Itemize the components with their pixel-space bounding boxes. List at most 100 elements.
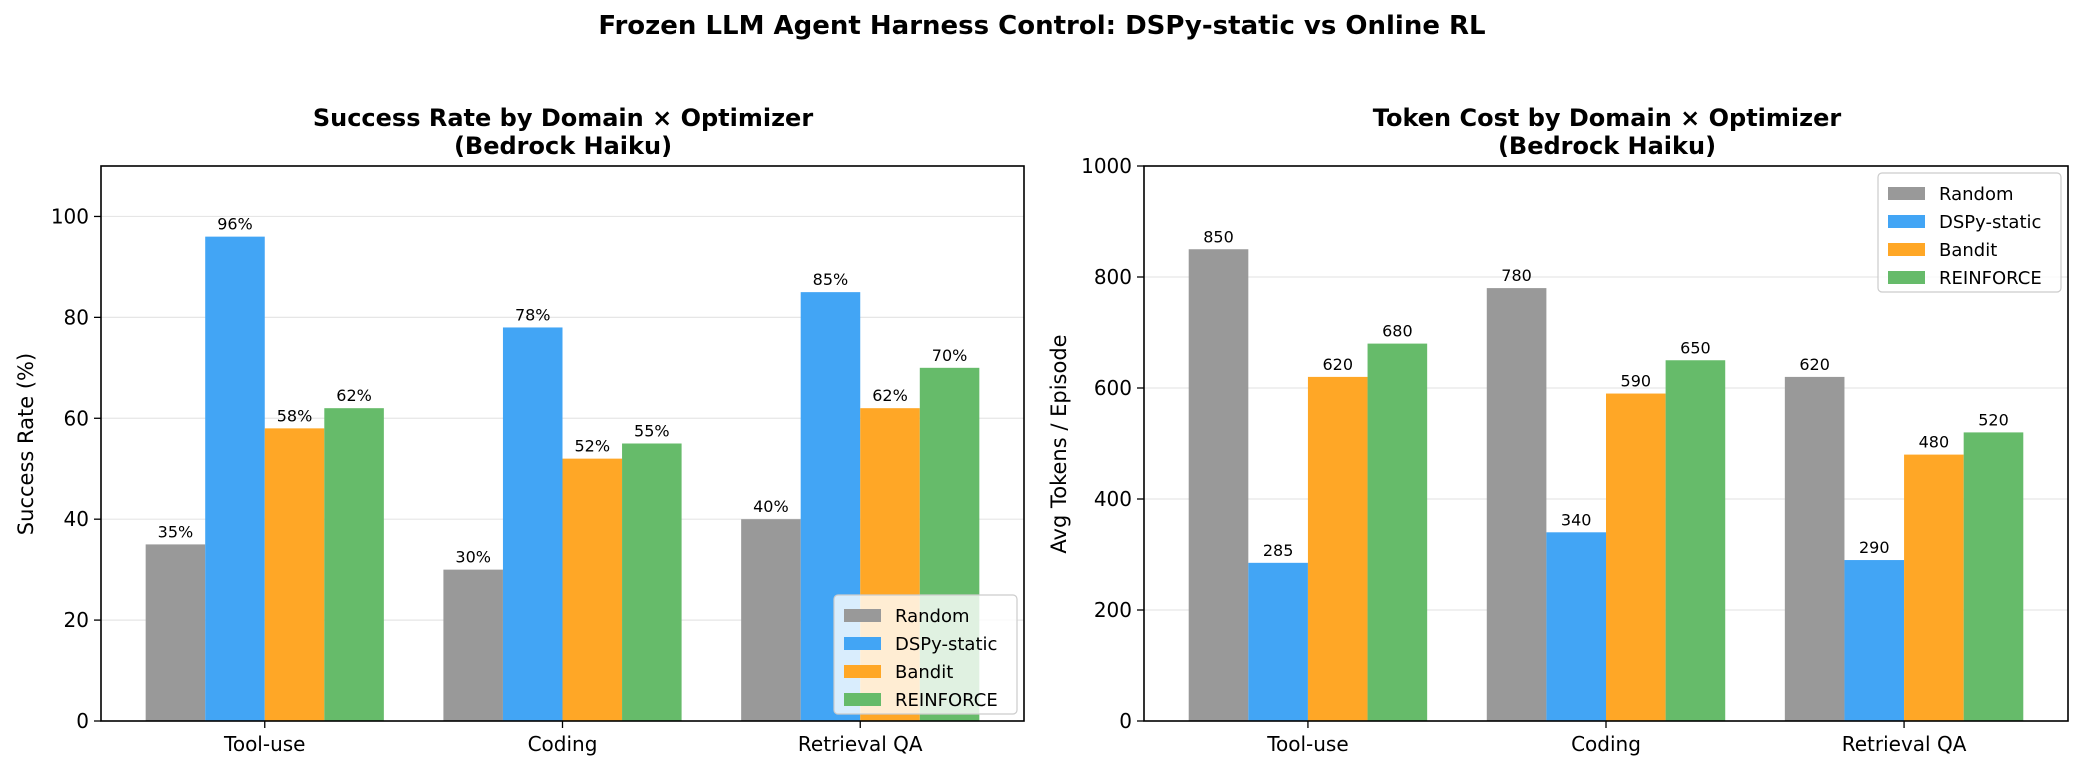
token-bar-value-label: 340 <box>1561 510 1592 529</box>
token-ytick-label: 200 <box>1094 598 1132 622</box>
success-chart-legend: Random DSPy-static Bandit REINFORCE <box>833 594 1018 715</box>
token-chart-ylabel: Avg Tokens / Episode <box>1047 334 1071 553</box>
success-bar-random <box>443 569 503 721</box>
success-axes-frame <box>100 165 1025 722</box>
success-legend-swatch <box>844 637 881 650</box>
success-bar-random <box>741 519 801 721</box>
success-ytick-label: 40 <box>64 507 89 531</box>
success-ytick-label: 100 <box>51 204 89 228</box>
token-bar-random <box>1188 249 1249 721</box>
token-xtick-label: Retrieval QA <box>1842 732 1967 756</box>
token-chart-value-labels: 850 285 620 680 780 340 590 650 620 290 480 520 <box>1203 227 2009 560</box>
token-bar-dspy-static <box>1546 532 1606 721</box>
token-bar-dspy-static <box>1248 562 1308 721</box>
success-bar-bandit <box>264 428 325 721</box>
token-chart-legend: Random DSPy-static Bandit REINFORCE <box>1877 172 2062 293</box>
success-legend-box <box>833 594 1018 715</box>
success-bar-value-label: 62% <box>872 386 908 405</box>
success-bar-value-label: 35% <box>158 522 194 541</box>
token-xtick-label: Coding <box>1571 732 1641 756</box>
figure-suptitle: Frozen LLM Agent Harness Control: DSPy-s… <box>598 11 1485 41</box>
token-bar-value-label: 680 <box>1382 322 1413 341</box>
success-bar-reinforce <box>324 408 384 721</box>
token-chart-title-line1: Token Cost by Domain × Optimizer <box>1373 104 1842 132</box>
success-xtick-label: Coding <box>528 732 598 756</box>
success-legend-label: Bandit <box>895 662 953 683</box>
token-legend-swatch <box>1888 271 1925 284</box>
success-bar-value-label: 58% <box>277 406 313 425</box>
token-chart-bars <box>1188 249 2024 721</box>
token-bar-value-label: 285 <box>1263 541 1294 560</box>
token-ytick-label: 600 <box>1094 376 1132 400</box>
token-bar-value-label: 850 <box>1203 227 1234 246</box>
success-legend-label: DSPy-static <box>895 634 997 655</box>
success-bar-value-label: 52% <box>574 437 610 456</box>
token-bar-bandit <box>1606 393 1666 721</box>
token-bar-reinforce <box>1665 360 1726 721</box>
token-ytick-label: 400 <box>1094 487 1132 511</box>
success-ytick-label: 20 <box>64 608 89 632</box>
token-bar-value-label: 620 <box>1799 355 1830 374</box>
token-bar-bandit <box>1904 454 1964 721</box>
token-chart-title-line2: (Bedrock Haiku) <box>1498 132 1716 160</box>
token-bar-value-label: 480 <box>1919 433 1950 452</box>
token-xtick-label: Tool-use <box>1266 732 1348 756</box>
token-bar-dspy-static <box>1844 560 1905 721</box>
success-bar-value-label: 40% <box>753 497 789 516</box>
success-bar-value-label: 96% <box>217 215 253 234</box>
token-bar-reinforce <box>1963 432 2024 721</box>
token-legend-swatch <box>1888 215 1925 228</box>
success-bar-value-label: 85% <box>813 270 849 289</box>
token-bar-bandit <box>1307 376 1368 721</box>
success-bar-value-label: 62% <box>336 386 372 405</box>
token-legend-box <box>1877 172 2062 293</box>
success-legend-swatch <box>844 665 881 678</box>
success-bar-dspy-static <box>502 327 563 721</box>
success-bar-bandit <box>562 458 623 721</box>
success-bar-reinforce <box>622 443 682 721</box>
success-xtick-label: Tool-use <box>223 732 305 756</box>
success-xtick-label: Retrieval QA <box>798 732 923 756</box>
token-legend-label: Bandit <box>1939 240 1997 261</box>
success-chart-ylabel: Success Rate (%) <box>14 353 38 535</box>
token-legend-swatch <box>1888 187 1925 200</box>
token-bar-value-label: 590 <box>1621 372 1652 391</box>
success-bar-dspy-static <box>205 236 265 722</box>
token-bar-value-label: 290 <box>1859 538 1890 557</box>
success-bar-value-label: 55% <box>634 422 670 441</box>
token-ytick-label: 1000 <box>1081 154 1132 178</box>
success-legend-label: REINFORCE <box>895 690 998 711</box>
success-chart-value-labels: 35% 96% 58% 62% 30% 78% 52% 55% 40% 85% 62% 70% <box>158 215 968 567</box>
success-ytick-label: 0 <box>76 709 89 733</box>
token-bar-random <box>1784 376 1845 721</box>
token-cost-chart: Token Cost by Domain × Optimizer (Bedroc… <box>1047 104 2069 756</box>
success-legend-swatch <box>844 609 881 622</box>
token-bar-reinforce <box>1367 343 1428 721</box>
token-legend-label: REINFORCE <box>1939 268 2042 289</box>
token-bar-value-label: 620 <box>1322 355 1353 374</box>
token-bar-random <box>1486 288 1547 721</box>
success-bar-value-label: 70% <box>932 346 968 365</box>
success-legend-swatch <box>844 693 881 706</box>
success-chart-title-line2: (Bedrock Haiku) <box>454 132 672 160</box>
success-chart-axes: 0 20 40 60 80 100 Tool-use Coding Retrieval QA <box>51 165 1025 756</box>
success-ytick-label: 60 <box>64 406 89 430</box>
success-chart-title-line1: Success Rate by Domain × Optimizer <box>313 104 813 132</box>
success-rate-chart: Success Rate by Domain × Optimizer (Bedr… <box>14 104 1025 756</box>
token-bar-value-label: 650 <box>1680 338 1711 357</box>
token-bar-value-label: 780 <box>1501 266 1532 285</box>
token-bar-value-label: 520 <box>1978 410 2009 429</box>
token-legend-label: DSPy-static <box>1939 212 2041 233</box>
token-ytick-label: 800 <box>1094 265 1132 289</box>
token-chart-axes: 0 200 400 600 800 1000 Tool-use Coding Retrieval… <box>1081 154 2069 756</box>
token-axes-frame <box>1143 165 2069 722</box>
success-ytick-label: 80 <box>64 305 89 329</box>
success-bar-random <box>145 544 206 721</box>
token-legend-swatch <box>1888 243 1925 256</box>
success-bar-value-label: 30% <box>455 548 491 567</box>
success-bar-value-label: 78% <box>515 305 551 324</box>
success-legend-label: Random <box>895 606 970 627</box>
token-legend-label: Random <box>1939 184 2014 205</box>
token-ytick-label: 0 <box>1119 709 1132 733</box>
